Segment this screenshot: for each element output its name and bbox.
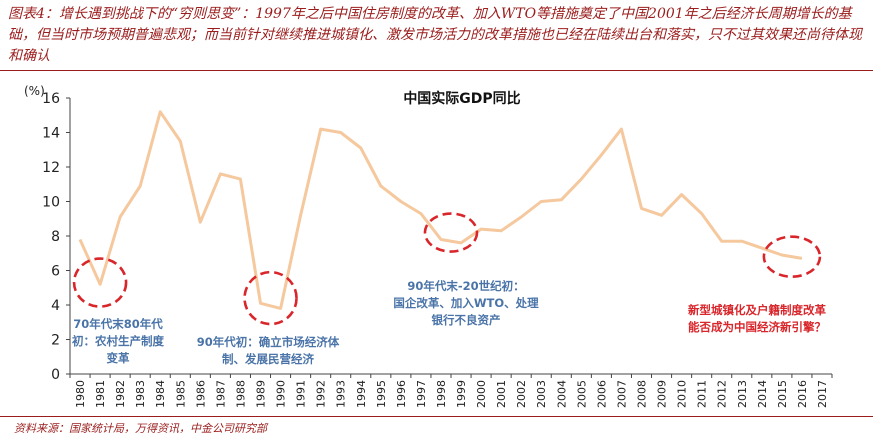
x-tick-label: 1980 xyxy=(74,380,87,408)
annotation-text: 初：农村生产制度 xyxy=(72,334,164,348)
x-tick-label: 2012 xyxy=(716,380,729,408)
x-tick-label: 1998 xyxy=(435,380,448,408)
source-note: 资料来源：国家统计局，万得资讯，中金公司研究部 xyxy=(14,422,267,435)
highlight-circle xyxy=(423,212,479,253)
x-tick-label: 1996 xyxy=(395,380,408,408)
annotation-text: 90年代末-20世纪初： xyxy=(407,279,524,293)
x-tick-label: 2005 xyxy=(575,380,588,408)
x-tick-label: 1993 xyxy=(335,380,348,408)
y-tick-label: 6 xyxy=(51,264,60,280)
x-tick-label: 1985 xyxy=(174,380,187,408)
annotation-text: 90年代初：确立市场经济体 xyxy=(197,335,340,349)
x-tick-label: 1982 xyxy=(114,380,127,408)
x-tick-label: 1990 xyxy=(275,380,288,408)
x-tick-label: 1995 xyxy=(375,380,388,408)
x-tick-label: 2011 xyxy=(696,380,709,408)
x-tick-label: 2003 xyxy=(535,380,548,408)
y-tick-label: 10 xyxy=(42,195,60,211)
gdp-series-line xyxy=(78,110,803,310)
x-tick-label: 2015 xyxy=(776,380,789,408)
x-tick-label: 1987 xyxy=(214,380,227,408)
highlight-circle xyxy=(762,235,822,279)
y-tick-label: 14 xyxy=(42,126,60,142)
x-tick-label: 2000 xyxy=(475,380,488,408)
x-tick-label: 1999 xyxy=(455,380,468,408)
annotation-text: 制、发展民营经济 xyxy=(222,352,314,366)
footer-divider xyxy=(0,416,873,417)
x-tick-label: 1989 xyxy=(255,380,268,408)
x-tick-label: 2013 xyxy=(736,380,749,408)
chart-title: 中国实际GDP同比 xyxy=(403,90,520,107)
annotation-text: 银行不良资产 xyxy=(432,313,501,327)
x-tick-label: 1992 xyxy=(315,380,328,408)
annotation-text: 新型城镇化及户籍制度改革 xyxy=(688,303,826,317)
annotation-text: 70年代末80年代 xyxy=(73,317,163,331)
x-tick-label: 1984 xyxy=(154,380,167,408)
x-tick-label: 1983 xyxy=(134,380,147,408)
x-tick-label: 2001 xyxy=(495,380,508,408)
x-tick-label: 2017 xyxy=(816,380,829,408)
figure-caption: 图表4：增长遇到挑战下的“穷则思变”：1997年之后中国住房制度的改革、加入WT… xyxy=(8,6,862,64)
annotation-text: 国企改革、加入WTO、处理 xyxy=(393,296,539,310)
highlight-circle xyxy=(72,257,128,308)
y-tick-label: 12 xyxy=(42,160,60,176)
x-tick-label: 1986 xyxy=(194,380,207,408)
x-tick-label: 2010 xyxy=(676,380,689,408)
x-tick-label: 1997 xyxy=(415,380,428,408)
x-tick-label: 1981 xyxy=(94,380,107,408)
x-tick-label: 1994 xyxy=(355,380,368,408)
header-divider xyxy=(0,70,873,71)
y-tick-label: 2 xyxy=(51,333,60,349)
y-tick-label: 16 xyxy=(42,91,60,107)
y-tick-label: 0 xyxy=(51,367,60,383)
y-axis-unit-label: (%) xyxy=(24,84,45,98)
x-tick-label: 2007 xyxy=(615,380,628,408)
annotation-text: 能否成为中国经济新引擎？ xyxy=(688,320,826,334)
x-tick-label: 2008 xyxy=(636,380,649,408)
x-tick-label: 1988 xyxy=(234,380,247,408)
x-tick-label: 2004 xyxy=(555,380,568,408)
x-tick-label: 2006 xyxy=(595,380,608,408)
highlight-circle xyxy=(243,270,298,326)
x-tick-label: 2016 xyxy=(796,380,809,408)
x-tick-label: 2002 xyxy=(515,380,528,408)
y-tick-label: 8 xyxy=(51,229,60,245)
y-tick-label: 4 xyxy=(51,298,60,314)
annotation-text: 变革 xyxy=(107,351,130,365)
x-tick-label: 2014 xyxy=(756,380,769,408)
x-tick-label: 1991 xyxy=(295,380,308,408)
x-tick-label: 2009 xyxy=(656,380,669,408)
